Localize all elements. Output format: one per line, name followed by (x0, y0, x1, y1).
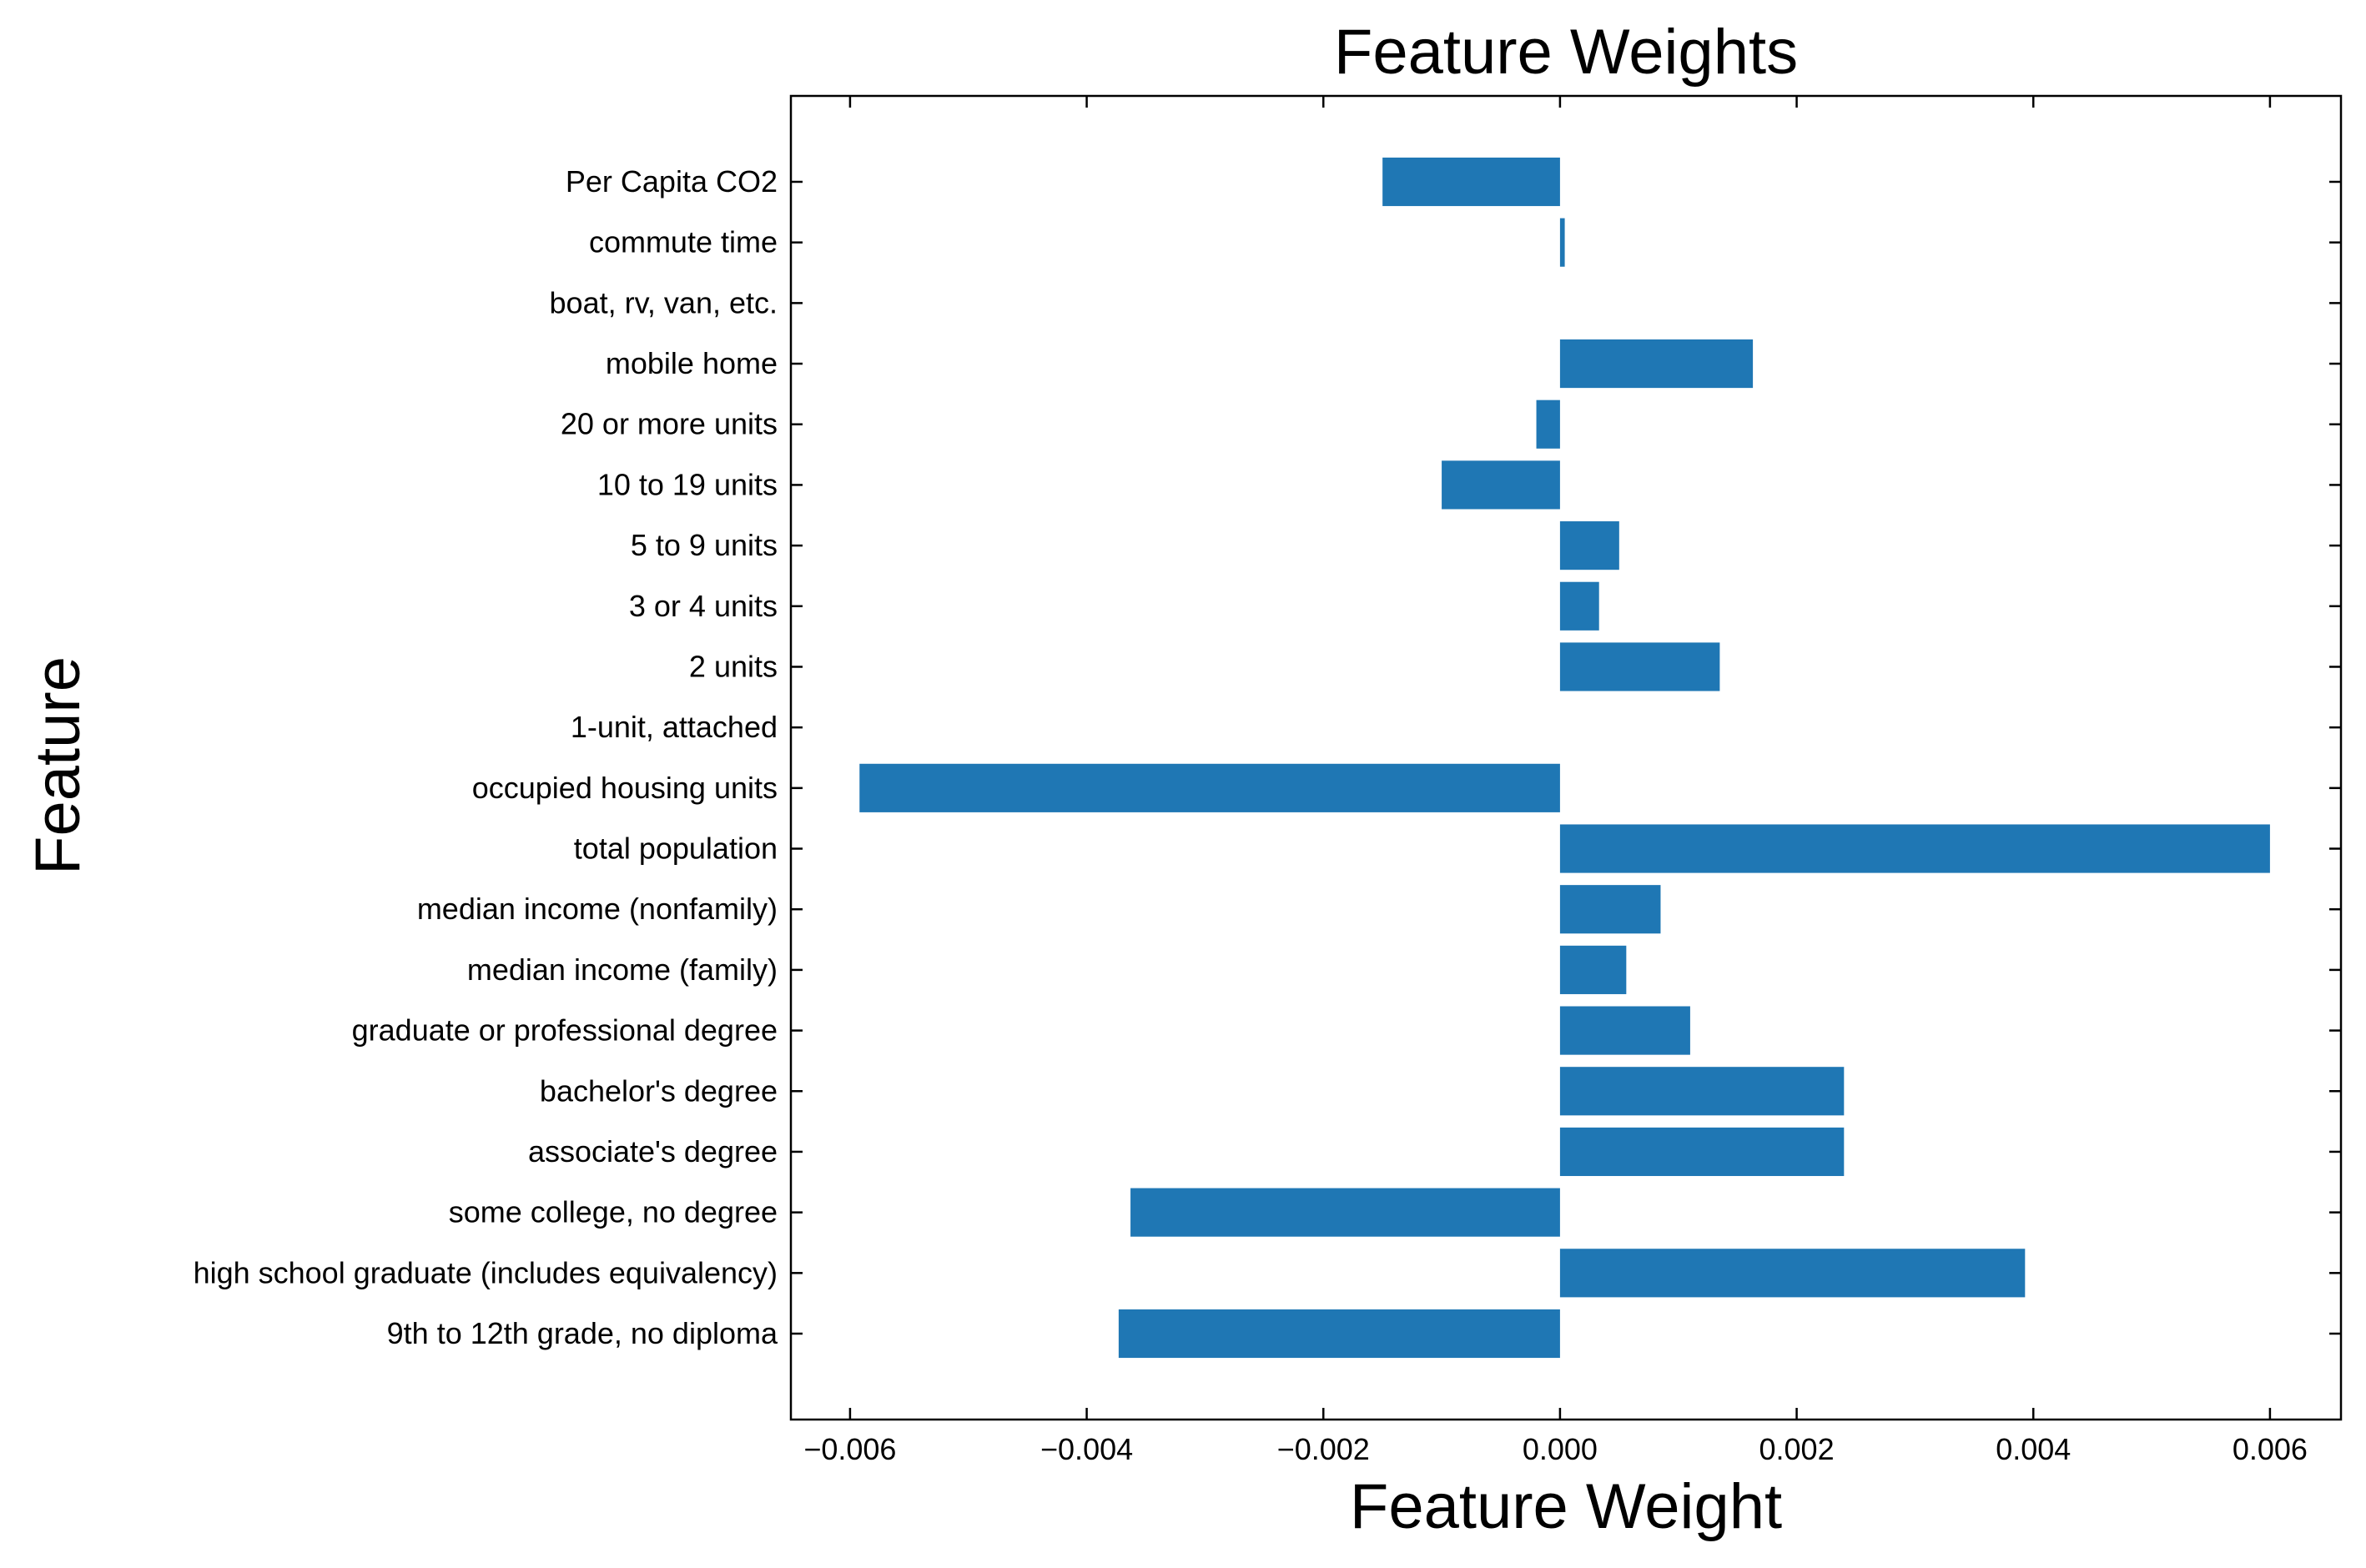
y-tick-label: boat, rv, van, etc. (550, 285, 778, 319)
y-axis-label: Feature (23, 656, 93, 875)
y-tick-label: occupied housing units (472, 771, 778, 805)
bar (1559, 1067, 1845, 1116)
y-tick-label: 2 units (689, 649, 778, 683)
y-tick-label: some college, no degree (449, 1195, 778, 1229)
axes-frame (789, 94, 2343, 1421)
y-tick-label: 5 to 9 units (631, 528, 778, 562)
bar (859, 763, 1560, 812)
y-tick-label: total population (574, 832, 778, 866)
y-tick-label: median income (nonfamily) (417, 892, 778, 926)
y-tick-label: mobile home (606, 346, 778, 380)
chart-title: Feature Weights (1334, 17, 1798, 88)
y-tick-label: 20 or more units (561, 407, 778, 441)
bar (1559, 885, 1661, 934)
bar (1442, 460, 1560, 510)
bar (1559, 339, 1754, 389)
bar (1559, 1249, 2026, 1298)
x-tick-label: 0.004 (1996, 1432, 2071, 1466)
y-tick-label: associate's degree (528, 1134, 778, 1168)
y-tick-label: 3 or 4 units (629, 589, 778, 623)
bar (1559, 1127, 1845, 1177)
x-tick-label: 0.002 (1759, 1432, 1835, 1466)
x-axis-label: Feature Weight (1350, 1471, 1782, 1542)
bar (1559, 218, 1565, 267)
bar (1559, 642, 1720, 691)
x-tick-label: −0.006 (803, 1432, 896, 1466)
y-tick-label: 10 to 19 units (597, 467, 778, 501)
x-tick-label: 0.006 (2233, 1432, 2308, 1466)
x-tick-label: −0.002 (1277, 1432, 1370, 1466)
bar (1118, 1309, 1560, 1359)
y-tick-label: 9th to 12th grade, no diploma (387, 1316, 778, 1350)
y-tick-label: commute time (589, 225, 778, 259)
x-tick-label: −0.004 (1040, 1432, 1133, 1466)
bar (1382, 157, 1560, 207)
y-tick-label: high school graduate (includes equivalen… (194, 1255, 778, 1289)
plot-area: 9th to 12th grade, no diploma high school… (194, 94, 2343, 1466)
bar (1130, 1188, 1560, 1237)
bar (1559, 824, 2270, 873)
bar (1559, 1006, 1690, 1055)
y-tick-label: 1-unit, attached (571, 710, 778, 744)
y-tick-label: Per Capita CO2 (566, 164, 778, 199)
y-tick-label: graduate or professional degree (352, 1013, 778, 1048)
bar (1536, 400, 1560, 449)
bar (1559, 945, 1627, 994)
bar (1559, 581, 1599, 631)
y-tick-label: bachelor's degree (540, 1073, 778, 1108)
bar (1559, 521, 1619, 570)
y-tick-label: median income (family) (467, 952, 778, 987)
x-tick-label: 0.000 (1523, 1432, 1598, 1466)
